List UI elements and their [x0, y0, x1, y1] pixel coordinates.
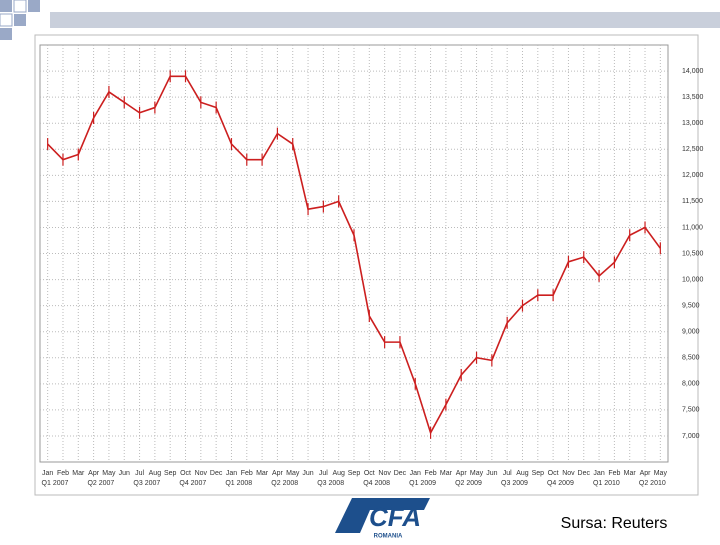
- x-tick-label: Jul: [503, 470, 512, 477]
- y-tick-label: 11,500: [682, 198, 703, 205]
- y-tick-label: 8,500: [682, 355, 700, 362]
- quarter-label: Q2 2010: [639, 480, 666, 487]
- logo-text: CFA: [369, 502, 421, 532]
- x-tick-label: Oct: [180, 470, 191, 477]
- x-tick-label: Jun: [486, 470, 497, 477]
- x-tick-label: Oct: [548, 470, 559, 477]
- x-tick-label: Mar: [72, 470, 85, 477]
- x-tick-label: Aug: [332, 470, 345, 477]
- y-tick-label: 10,000: [682, 276, 704, 283]
- x-tick-label: Jul: [319, 470, 328, 477]
- x-tick-label: Dec: [394, 470, 407, 477]
- x-tick-label: Feb: [608, 470, 620, 477]
- x-tick-label: Dec: [210, 470, 223, 477]
- decoration: [0, 0, 720, 40]
- quarter-label: Q3 2007: [133, 480, 160, 487]
- x-tick-label: Jan: [593, 470, 604, 477]
- quarter-label: Q2 2008: [271, 480, 298, 487]
- x-tick-label: Feb: [241, 470, 253, 477]
- quarter-label: Q1 2009: [409, 480, 436, 487]
- x-tick-label: Oct: [364, 470, 375, 477]
- y-tick-label: 10,500: [682, 250, 704, 257]
- source: Sursa: Reuters: [561, 515, 668, 532]
- x-tick-label: Nov: [195, 470, 208, 477]
- y-tick-label: 13,500: [682, 94, 704, 101]
- x-tick-label: Apr: [272, 470, 284, 477]
- x-tick-label: Mar: [440, 470, 453, 477]
- x-tick-label: Sep: [164, 470, 177, 477]
- x-tick-label: Jan: [226, 470, 237, 477]
- x-tick-label: May: [470, 470, 484, 477]
- x-tick-label: Dec: [578, 470, 591, 477]
- x-tick-label: Jan: [42, 470, 53, 477]
- y-tick-label: 13,000: [682, 120, 704, 127]
- y-tick-label: 12,000: [682, 172, 704, 179]
- y-tick-label: 11,000: [682, 224, 703, 231]
- quarter-label: Q1 2010: [593, 480, 620, 487]
- x-tick-label: Apr: [640, 470, 652, 477]
- x-tick-label: Sep: [532, 470, 545, 477]
- quarter-label: Q4 2008: [363, 480, 390, 487]
- y-tick-label: 14,000: [682, 68, 704, 75]
- x-tick-label: May: [286, 470, 300, 477]
- quarter-label: Q3 2009: [501, 480, 528, 487]
- x-tick-label: Jun: [302, 470, 313, 477]
- quarter-label: Q1 2007: [42, 480, 69, 487]
- quarter-label: Q4 2009: [547, 480, 574, 487]
- x-tick-label: Aug: [516, 470, 529, 477]
- quarter-label: Q4 2007: [179, 480, 206, 487]
- y-tick-label: 9,000: [682, 329, 700, 336]
- quarter-label: Q1 2008: [225, 480, 252, 487]
- quarter-label: Q2 2007: [87, 480, 114, 487]
- y-tick-label: 12,500: [682, 146, 704, 153]
- y-tick-label: 7,500: [682, 407, 700, 414]
- logo-sub: ROMANIA: [374, 534, 403, 540]
- x-tick-label: Nov: [562, 470, 575, 477]
- quarter-label: Q3 2008: [317, 480, 344, 487]
- x-tick-label: May: [102, 470, 116, 477]
- logo: CFA ROMANIA: [335, 498, 430, 540]
- x-tick-label: Jan: [410, 470, 421, 477]
- x-tick-label: Mar: [624, 470, 637, 477]
- y-tick-label: 8,000: [682, 381, 700, 388]
- x-tick-label: Sep: [348, 470, 361, 477]
- quarter-label: Q2 2009: [455, 480, 482, 487]
- x-tick-label: Aug: [149, 470, 162, 477]
- x-tick-label: Apr: [456, 470, 468, 477]
- x-tick-label: Mar: [256, 470, 269, 477]
- x-tick-label: Jul: [135, 470, 144, 477]
- x-tick-label: Apr: [88, 470, 100, 477]
- x-tick-label: May: [654, 470, 668, 477]
- x-tick-label: Feb: [57, 470, 69, 477]
- x-tick-label: Jun: [119, 470, 130, 477]
- y-tick-label: 7,000: [682, 433, 700, 440]
- x-tick-label: Nov: [378, 470, 391, 477]
- x-tick-label: Feb: [425, 470, 437, 477]
- y-tick-label: 9,500: [682, 302, 700, 309]
